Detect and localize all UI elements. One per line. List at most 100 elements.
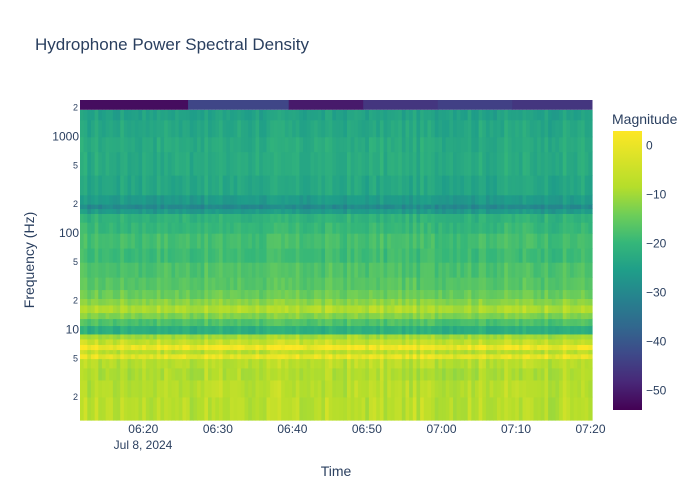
- heatmap-cell: [288, 222, 293, 234]
- heatmap-cell: [153, 349, 158, 355]
- heatmap-cell: [434, 353, 439, 360]
- heatmap-cell: [105, 277, 110, 291]
- heatmap-cell: [120, 312, 125, 320]
- heatmap-cell: [442, 194, 447, 205]
- heatmap-cell: [262, 208, 268, 214]
- heatmap-cell: [175, 344, 180, 351]
- heatmap-cell: [464, 338, 469, 345]
- heatmap-cell: [273, 262, 279, 278]
- heatmap-cell: [332, 289, 337, 299]
- heatmap-cell: [321, 349, 326, 355]
- heatmap-cell: [496, 344, 502, 351]
- heatmap-cell: [244, 318, 249, 327]
- heatmap-cell: [87, 379, 92, 398]
- heatmap-cell: [511, 318, 516, 327]
- heatmap-cell: [189, 304, 194, 314]
- heatmap-cell: [127, 151, 132, 176]
- heatmap-cell: [87, 208, 92, 214]
- heatmap-cell: [518, 204, 524, 210]
- heatmap-cell: [588, 109, 593, 121]
- heatmap-cell: [438, 304, 443, 314]
- heatmap-cell: [186, 194, 191, 205]
- heatmap-cell: [233, 208, 238, 214]
- heatmap-cell: [153, 358, 158, 369]
- heatmap-cell: [116, 175, 121, 196]
- heatmap-cell: [80, 325, 85, 335]
- heatmap-cell: [533, 204, 538, 210]
- heatmap-cell: [548, 247, 553, 263]
- heatmap-cell: [80, 289, 85, 299]
- heatmap-cell: [131, 222, 136, 234]
- heatmap-cell: [438, 262, 443, 278]
- heatmap-cell: [449, 338, 454, 345]
- heatmap-cell: [149, 204, 154, 210]
- heatmap-cell: [551, 325, 557, 335]
- heatmap-cell: [566, 233, 571, 249]
- heatmap-cell: [522, 213, 527, 223]
- heatmap-cell: [281, 333, 286, 340]
- heatmap-cell: [562, 318, 567, 327]
- heatmap-cell: [251, 204, 257, 210]
- heatmap-cell: [346, 109, 352, 121]
- heatmap-cell: [537, 358, 542, 369]
- heatmap-cell: [467, 396, 472, 421]
- heatmap-cell: [460, 318, 465, 327]
- heatmap-cell: [581, 175, 586, 196]
- heatmap-cell: [288, 358, 293, 369]
- heatmap-cell: [266, 353, 271, 360]
- heatmap-cell: [387, 136, 392, 153]
- heatmap-cell: [581, 204, 586, 210]
- heatmap-cell: [361, 109, 366, 121]
- heatmap-cell: [222, 353, 227, 360]
- heatmap-cell: [142, 194, 147, 205]
- heatmap-cell: [87, 222, 92, 234]
- heatmap-cell: [259, 298, 264, 306]
- heatmap-cell: [500, 208, 505, 214]
- heatmap-cell: [423, 151, 429, 176]
- heatmap-cell: [420, 247, 425, 263]
- heatmap-cell: [193, 109, 198, 121]
- heatmap-cell: [485, 325, 491, 335]
- heatmap-cell: [175, 213, 180, 223]
- heatmap-cell: [456, 353, 461, 360]
- heatmap-cell: [500, 277, 505, 291]
- heatmap-cell: [551, 194, 557, 205]
- heatmap-cell: [186, 312, 191, 320]
- heatmap-cell: [504, 175, 509, 196]
- heatmap-cell: [134, 396, 140, 421]
- heatmap-cell: [548, 262, 553, 278]
- heatmap-cell: [453, 136, 458, 153]
- heatmap-cell: [405, 367, 410, 381]
- heatmap-cell: [90, 136, 96, 153]
- heatmap-cell: [537, 233, 542, 249]
- heatmap-cell: [420, 194, 425, 205]
- heatmap-cell: [145, 333, 151, 340]
- heatmap-cell: [80, 247, 85, 263]
- heatmap-cell: [365, 349, 370, 355]
- heatmap-cell: [350, 175, 355, 196]
- heatmap-cell: [467, 247, 472, 263]
- heatmap-cell: [540, 318, 546, 327]
- heatmap-cell: [383, 222, 388, 234]
- heatmap-cell: [493, 151, 498, 176]
- heatmap-cell: [372, 208, 377, 214]
- heatmap-cell: [485, 353, 491, 360]
- heatmap-cell: [131, 338, 136, 345]
- heatmap-cell: [427, 175, 432, 196]
- heatmap-cell: [420, 222, 425, 234]
- heatmap-cell: [379, 325, 385, 335]
- heatmap-cell: [431, 333, 436, 340]
- heatmap-cell: [559, 175, 564, 196]
- heatmap-cell: [588, 312, 593, 320]
- heatmap-cell: [416, 233, 421, 249]
- heatmap-cell: [504, 208, 509, 214]
- heatmap-cell: [138, 222, 143, 234]
- heatmap-cell: [156, 318, 162, 327]
- heatmap-cell: [416, 344, 421, 351]
- heatmap-cell: [529, 289, 535, 299]
- heatmap-cell: [90, 289, 96, 299]
- heatmap-cell: [504, 119, 509, 138]
- heatmap-cell: [197, 175, 202, 196]
- heatmap-cell: [112, 304, 118, 314]
- heatmap-cell: [533, 367, 538, 381]
